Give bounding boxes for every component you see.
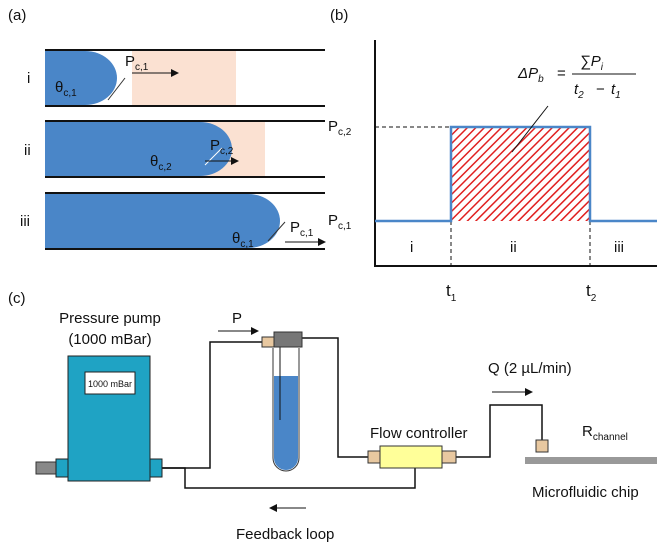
region-label: iii <box>614 239 624 256</box>
text-part: c,1 <box>300 228 314 239</box>
text-part: P <box>210 137 220 154</box>
text-part: P <box>328 118 338 135</box>
formula-lhs: ΔPb <box>517 65 544 85</box>
text-part: 1 <box>615 90 621 101</box>
chip-label: Microfluidic chip <box>532 484 639 501</box>
pump-setting: (1000 mBar) <box>68 331 151 348</box>
setup <box>36 331 657 508</box>
pressure-arrow-label: P <box>232 310 242 327</box>
y-label: Pc,1 <box>328 212 352 232</box>
formula-denominator: t2 <box>574 81 584 101</box>
text-part: θ <box>150 153 158 170</box>
text-part: c,1 <box>338 221 352 232</box>
resistance-label: Rchannel <box>582 423 628 443</box>
panel-label: (b) <box>330 7 348 24</box>
formula: ΔPb = ∑Pi t2 − t1 <box>517 53 636 101</box>
row-label: ii <box>24 142 31 159</box>
pump-title: Pressure pump <box>59 310 161 327</box>
panel-label: (a) <box>8 7 26 24</box>
formula-minus: − <box>596 81 605 98</box>
text-part: b <box>538 74 544 85</box>
y-label: Pc,2 <box>328 118 352 138</box>
region-label: i <box>410 239 413 256</box>
formula-numerator: ∑Pi <box>580 53 604 73</box>
flow-controller-label: Flow controller <box>370 425 468 442</box>
text-part: c,2 <box>220 146 234 157</box>
text-part: ΔP <box>517 65 538 82</box>
pressure-label: Pc,1 <box>290 219 314 239</box>
x-label: t1 <box>446 281 457 304</box>
text-part: i <box>601 62 604 73</box>
row-label: i <box>27 70 30 87</box>
panel-label: (c) <box>8 290 26 307</box>
text-part: channel <box>593 432 628 443</box>
channel-iii <box>45 193 325 249</box>
text-part: c,1 <box>63 88 77 99</box>
formula-equals: = <box>557 65 566 82</box>
text-part: P <box>290 219 300 236</box>
text-part: 2 <box>577 90 584 101</box>
row-label: iii <box>20 213 30 230</box>
text-part: R <box>582 423 593 440</box>
text-part: θ <box>232 230 240 247</box>
region-label: ii <box>510 239 517 256</box>
text-part: c,2 <box>338 127 352 138</box>
channel-ii <box>45 121 325 177</box>
text-part: 1 <box>451 293 457 304</box>
text-part: θ <box>55 79 63 96</box>
text-part: c,2 <box>158 162 172 173</box>
text-part: c,1 <box>135 62 149 73</box>
formula-denominator: t1 <box>611 81 621 101</box>
flow-label: Q (2 µL/min) <box>488 360 572 377</box>
figure: (a) (b) (c) i ii iii θc,1 Pc,1 θc,2 Pc,2… <box>0 0 657 544</box>
text-part: P <box>125 53 135 70</box>
feedback-label: Feedback loop <box>236 526 334 543</box>
page: (a) (b) (c) i ii iii θc,1 Pc,1 θc,2 Pc,2… <box>0 0 657 544</box>
text-part: 2 <box>591 293 597 304</box>
text-part: c,1 <box>240 239 254 250</box>
pump-display: 1000 mBar <box>88 379 132 389</box>
channel-i <box>45 50 325 106</box>
text-part: P <box>328 212 338 229</box>
text-part: ∑P <box>580 53 601 70</box>
x-label: t2 <box>586 281 597 304</box>
